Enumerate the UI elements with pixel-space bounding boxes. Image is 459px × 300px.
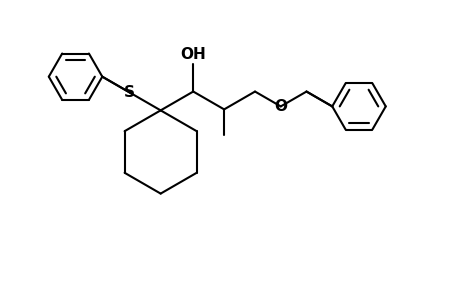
Text: O: O xyxy=(274,99,286,114)
Text: S: S xyxy=(124,85,135,100)
Text: OH: OH xyxy=(180,47,206,62)
